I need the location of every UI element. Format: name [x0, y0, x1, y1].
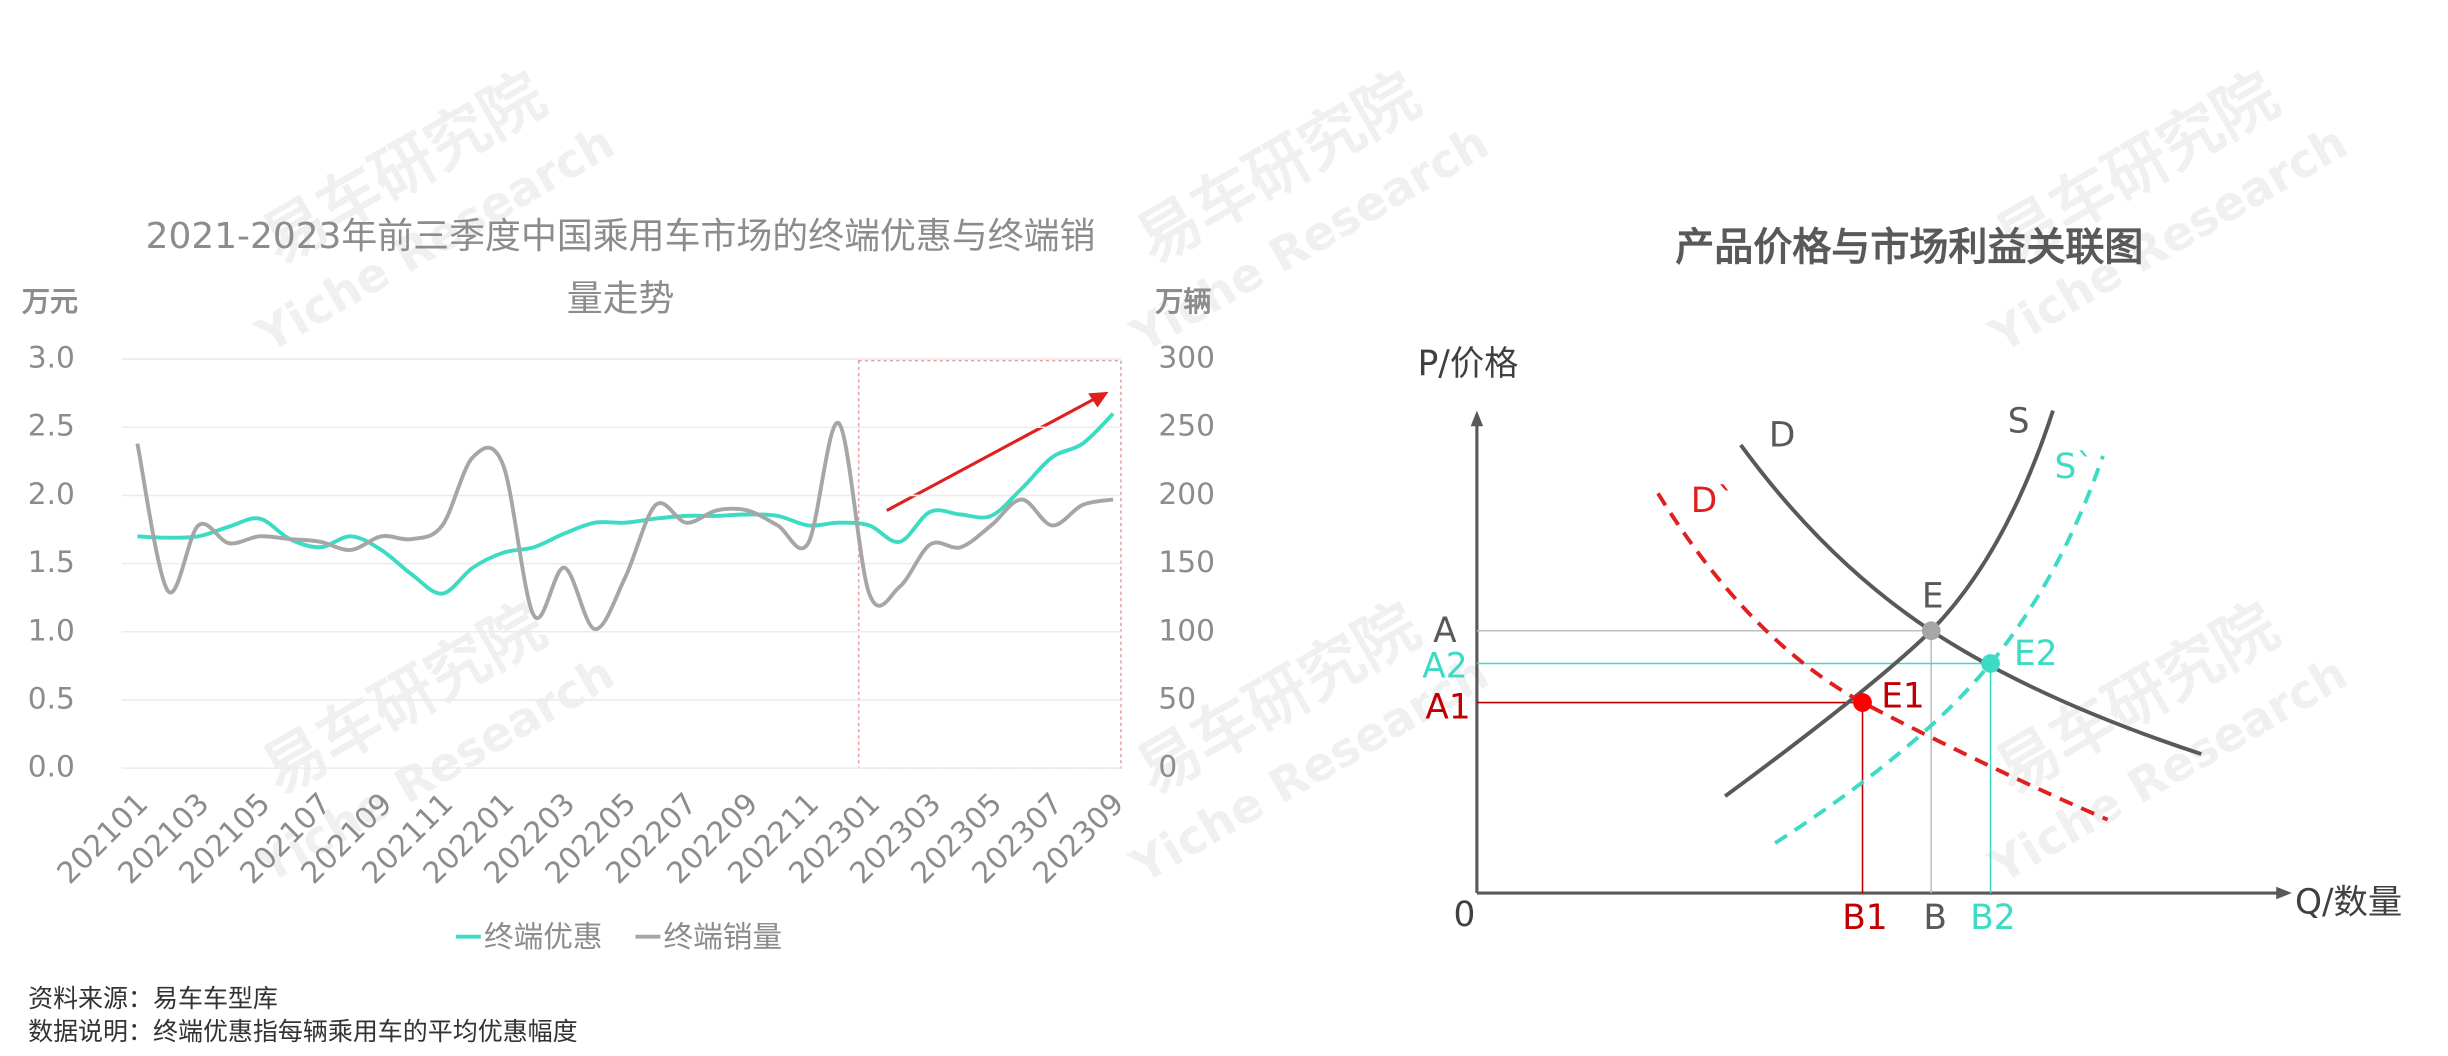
y-tick-label: 1.0	[28, 612, 75, 647]
diagram	[1470, 409, 2292, 900]
label: D	[1769, 416, 1795, 456]
diagram-title: 产品价格与市场利益关联图	[1675, 225, 2143, 270]
point-e2	[1981, 654, 2000, 673]
y2-tick-label: 150	[1158, 544, 1215, 579]
label: D`	[1691, 481, 1735, 521]
y2-tick-label: 200	[1158, 476, 1215, 511]
chart-title: 2021-2023年前三季度中国乘用车市场的终端优惠与终端销量走势	[145, 217, 1096, 321]
y-tick-label: 2.5	[28, 408, 75, 443]
y2-axis-title: 万辆	[1155, 285, 1211, 318]
label: Q/数量	[2295, 882, 2402, 922]
label: S`	[2055, 447, 2094, 487]
label: A	[1433, 611, 1457, 651]
label: E	[1922, 576, 1944, 616]
legend-label: 终端优惠	[484, 919, 603, 954]
label: S	[2008, 402, 2030, 442]
y-tick-label: 0.5	[28, 680, 75, 715]
arrow-head	[1470, 410, 1484, 427]
label: B2	[1970, 898, 2015, 938]
series-line	[135, 421, 1114, 631]
source: 资料来源：易车车型库	[28, 983, 278, 1014]
y-tick-label: 1.5	[28, 544, 75, 579]
y-tick-label: 2.0	[28, 476, 75, 511]
label: P/价格	[1418, 344, 1519, 384]
arrow-head	[1088, 391, 1109, 408]
demand-curve-shifted	[1656, 492, 2109, 822]
trend-arrow	[886, 396, 1097, 512]
y2-tick-label: 100	[1158, 612, 1215, 647]
point-e1	[1853, 693, 1872, 712]
y-tick-label: 3.0	[28, 340, 75, 375]
series-line	[137, 412, 1115, 596]
y2-tick-label: 250	[1158, 408, 1215, 443]
point-e	[1921, 621, 1941, 641]
y2-tick-label: 300	[1158, 340, 1215, 375]
y2-tick-label: 0	[1158, 749, 1177, 784]
y-tick-label: 0.0	[28, 749, 75, 784]
diagram-labels: P/价格 Q/数量 0 D S D` S` E E1 E2 A A2 A1 B1…	[1418, 344, 2403, 938]
label: 0	[1453, 895, 1475, 935]
note: 数据说明：终端优惠指每辆乘用车的平均优惠幅度	[28, 1016, 578, 1047]
label: B	[1923, 898, 1947, 938]
label: A2	[1422, 647, 1467, 687]
y-axis-title: 万元	[22, 285, 78, 318]
legend-label: 终端销量	[664, 919, 783, 954]
label: B1	[1842, 898, 1887, 938]
label: E1	[1881, 676, 1925, 716]
label: E2	[2014, 634, 2058, 674]
y2-tick-label: 50	[1158, 680, 1196, 715]
label: A1	[1425, 687, 1470, 727]
arrow-head	[2276, 886, 2292, 900]
